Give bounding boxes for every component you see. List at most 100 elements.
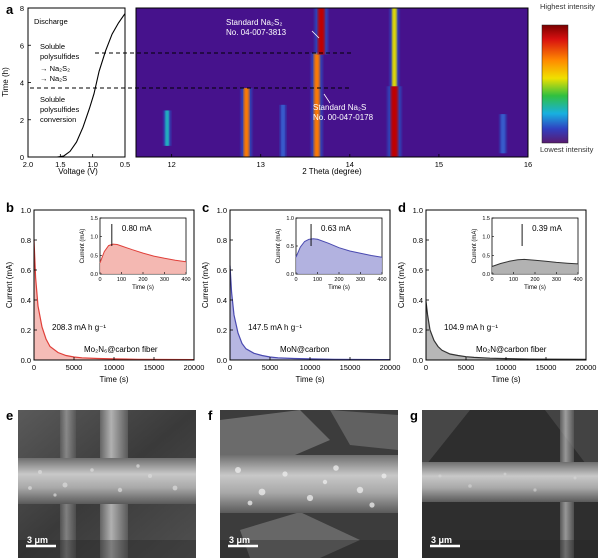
xrd-peak	[391, 8, 397, 87]
xrd-peak	[501, 114, 505, 154]
xrd-peak	[165, 110, 170, 146]
annotation-to-na2s2: → Na₂S₂	[40, 64, 70, 73]
xrd-heatmap: 12 13 14 15 16 Standard Na₂S₂ No. 04-007-381…	[30, 7, 532, 176]
ytick-label-d: 0.8	[413, 236, 423, 245]
panel-label-e: e	[6, 408, 13, 423]
inset-peak-label-c: 0.63 mA	[321, 224, 351, 233]
colorbar-low-label: Lowest intensity	[540, 145, 594, 154]
voltage-xtick-label: 1.0	[87, 160, 97, 169]
ytick-label-d: 0.4	[413, 296, 423, 305]
annotation-soluble-1: Soluble	[40, 42, 65, 51]
inset-area-d	[492, 259, 578, 274]
label-standard-na2s: Standard Na₂S	[313, 103, 366, 112]
ytick-label-b: 1.0	[21, 206, 31, 215]
xtick-label-b: 10000	[104, 363, 125, 372]
xtick-label-c: 0	[228, 363, 232, 372]
xtick-label-c: 15000	[340, 363, 361, 372]
panel-label-d: d	[398, 200, 406, 215]
inset-xtick-label-b: 400	[181, 277, 190, 283]
inset-peak-label-b: 0.80 mA	[122, 224, 152, 233]
current-line-d	[425, 301, 587, 360]
xtick-label-c: 5000	[262, 363, 279, 372]
time-ylabel: Time (h)	[1, 67, 10, 97]
inset-ytick-label-b: 0.5	[90, 253, 98, 259]
time-ytick-label: 8	[20, 4, 24, 13]
scale-label-f: 3 μm	[229, 535, 250, 545]
time-ytick-label: 0	[20, 153, 24, 162]
current-time-chart-b: 0 5000 10000 15000 20000 0.0 0.2 0.4 0.6 0.8 1.0 Ti…	[5, 206, 204, 384]
annotation-to-na2s: → Na₂S	[40, 74, 67, 83]
inset-line-b	[99, 243, 187, 263]
inset-xtick-label-d: 300	[552, 277, 561, 283]
inset-xtick-label-c: 400	[377, 277, 386, 283]
current-line-b	[33, 239, 195, 361]
xrd-peak	[390, 86, 398, 157]
material-label-d: Mo₂N@carbon fiber	[476, 345, 547, 354]
inset-xtick-label-d: 100	[509, 277, 518, 283]
inset-area-c	[296, 238, 382, 274]
ytick-label-b: 0.0	[21, 356, 31, 365]
inset-ytick-label-b: 1.0	[90, 235, 98, 241]
inset-xtick-label-b: 300	[160, 277, 169, 283]
two-theta-xtick-label: 14	[346, 160, 354, 169]
inset-ytick-label-d: 1.0	[482, 235, 490, 241]
xlabel-c: Time (s)	[295, 375, 324, 384]
xtick-label-c: 20000	[380, 363, 401, 372]
inset-peak-label-d: 0.39 mA	[532, 224, 562, 233]
ylabel-b: Current (mA)	[5, 262, 14, 309]
ytick-label-c: 0.8	[217, 236, 227, 245]
ytick-label-d: 0.0	[413, 356, 423, 365]
xlabel-b: Time (s)	[99, 375, 128, 384]
ylabel-d: Current (mA)	[397, 262, 406, 309]
time-ytick-label: 4	[20, 79, 24, 88]
ytick-label-c: 0.6	[217, 266, 227, 275]
inset-ytick-label-c: 0.5	[286, 244, 294, 250]
colorbar-gradient	[541, 24, 569, 144]
panel-label-c: c	[202, 200, 209, 215]
annotation-soluble-2: Soluble	[40, 95, 65, 104]
inset-xtick-label-d: 0	[490, 277, 493, 283]
ytick-label-b: 0.8	[21, 236, 31, 245]
xtick-label-c: 10000	[300, 363, 321, 372]
annotation-polysulfides-2: polysulfides	[40, 105, 79, 114]
inset-ytick-label-c: 0.0	[286, 272, 294, 278]
ytick-label-c: 0.0	[217, 356, 227, 365]
xrd-peak	[313, 52, 320, 158]
inset-xlabel-c: Time (s)	[328, 285, 350, 291]
voltage-xlabel: Voltage (V)	[58, 167, 98, 176]
panel-label-f: f	[208, 408, 213, 423]
annotation-discharge: Discharge	[34, 17, 68, 26]
sem-image-g: 3 μm	[422, 410, 598, 558]
voltage-xtick-label: 1.5	[55, 160, 65, 169]
label-standard-na2s2: Standard Na₂S₂	[226, 18, 282, 27]
heatmap-background	[136, 8, 528, 157]
time-ytick-label: 2	[20, 116, 24, 125]
material-label-c: MoN@carbon	[280, 345, 329, 354]
voltage-xtick-label: 0.5	[120, 160, 130, 169]
voltage-profile-chart: 2.0 1.5 1.0 0.5 0 2 4 6 8 Discharge Soluble poly…	[1, 4, 130, 176]
inset-ytick-label-b: 1.5	[90, 216, 98, 222]
panel-label-a: a	[6, 2, 14, 17]
current-line-c	[229, 265, 391, 361]
capacity-label-b: 208.3 mA h g⁻¹	[52, 323, 106, 332]
ytick-label-d: 0.6	[413, 266, 423, 275]
inset-xtick-label-d: 200	[530, 277, 539, 283]
inset-ylabel-b: Current (mA)	[80, 229, 86, 264]
label-na2s2-number: No. 04-007-3813	[226, 28, 287, 37]
inset-xtick-label-b: 200	[138, 277, 147, 283]
panel-label-b: b	[6, 200, 14, 215]
voltage-xtick-label: 2.0	[23, 160, 33, 169]
sem-image-f: 3 μm	[220, 410, 398, 558]
xtick-label-d: 15000	[536, 363, 557, 372]
ytick-label-b: 0.4	[21, 296, 31, 305]
inset-ytick-label-b: 0.0	[90, 272, 98, 278]
two-theta-xtick-label: 16	[524, 160, 532, 169]
ytick-label-d: 0.2	[413, 326, 423, 335]
panel-label-g: g	[410, 408, 418, 423]
xrd-peak	[243, 88, 250, 157]
heatmap-frame	[135, 7, 529, 158]
ytick-label-c: 0.4	[217, 296, 227, 305]
colorbar-high-label: Highest intensity	[540, 2, 595, 11]
inset-ytick-label-d: 0.0	[482, 272, 490, 278]
